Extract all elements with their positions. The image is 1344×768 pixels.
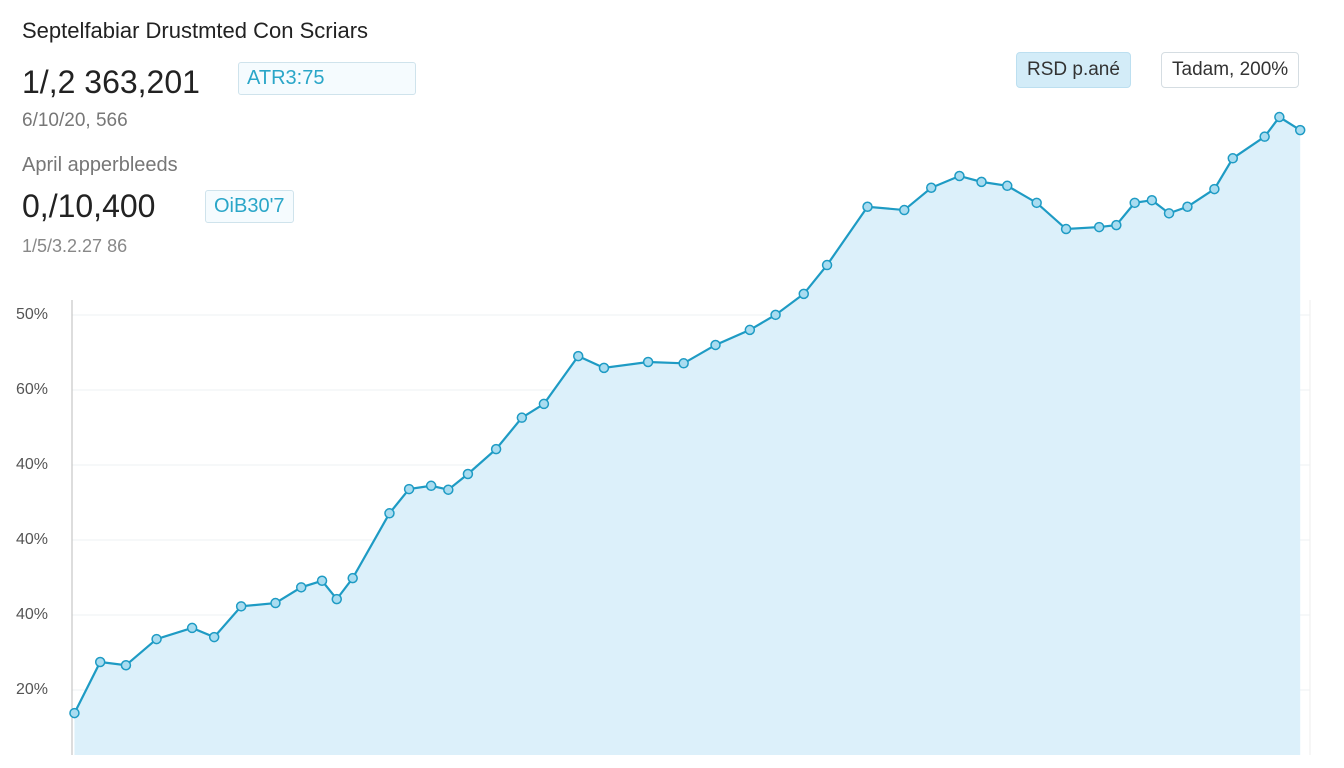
- button[interactable]: Tadam, 200%: [1161, 52, 1300, 88]
- point: [862, 201, 873, 213]
- primary-value: 1/,2 363,201: [22, 64, 200, 100]
- point: [425, 480, 437, 492]
- title: Septelfabiar Drustmted Con Scriars: [22, 18, 369, 43]
- point: [821, 259, 833, 271]
- point: [347, 572, 358, 584]
- point: [678, 358, 689, 369]
- y-axis-label: 40%: [16, 456, 48, 473]
- point: [270, 597, 281, 609]
- point: [642, 356, 654, 368]
- point: [443, 484, 454, 495]
- y-axis-label: 20%: [16, 681, 48, 698]
- point: [1163, 208, 1175, 219]
- point: [235, 601, 247, 612]
- point: [331, 593, 343, 605]
- point: [1093, 221, 1105, 233]
- secondary-sub: 1/5/3.2.27 86: [22, 236, 128, 256]
- point: [1182, 201, 1193, 213]
- point: [295, 582, 307, 593]
- point: [1001, 180, 1013, 192]
- point: [462, 468, 474, 480]
- button[interactable]: RSD p.ané: [1016, 52, 1131, 88]
- point: [384, 508, 395, 519]
- point: [976, 176, 987, 188]
- point: [1259, 131, 1270, 142]
- point: [1294, 124, 1306, 136]
- point: [1031, 197, 1042, 209]
- point: [954, 170, 965, 182]
- point: [151, 633, 162, 645]
- point: [316, 575, 328, 587]
- point: [120, 660, 132, 671]
- point: [1227, 153, 1239, 164]
- point: [538, 398, 550, 410]
- point: [490, 443, 502, 455]
- y-axis-label: 60%: [16, 381, 48, 398]
- point: [186, 622, 198, 634]
- y-axis-label: 40%: [16, 531, 48, 548]
- point: [1129, 197, 1140, 209]
- point: [208, 631, 220, 643]
- primary-badge: ATR3:75: [238, 62, 416, 95]
- point: [598, 362, 610, 374]
- point: [899, 204, 910, 216]
- area: [74, 117, 1301, 755]
- point: [403, 483, 415, 495]
- point: [925, 182, 937, 194]
- secondary-badge: OiB30'7: [205, 190, 294, 223]
- point: [744, 324, 756, 336]
- point: [798, 288, 810, 300]
- secondary-value: 0,/10,400: [22, 188, 156, 224]
- point: [1146, 194, 1158, 206]
- point: [69, 707, 80, 719]
- point: [516, 412, 528, 423]
- point: [1209, 183, 1220, 195]
- secondary-caption: April apperbleeds: [22, 154, 178, 176]
- point: [1060, 223, 1072, 235]
- y-axis-label: 50%: [16, 306, 48, 323]
- point: [94, 656, 106, 668]
- point: [1274, 111, 1285, 123]
- point: [770, 309, 781, 321]
- y-axis-label: 40%: [16, 606, 48, 623]
- point: [1111, 219, 1122, 231]
- primary-sub: 6/10/20, 566: [22, 110, 128, 131]
- point: [710, 339, 721, 351]
- point: [572, 350, 584, 362]
